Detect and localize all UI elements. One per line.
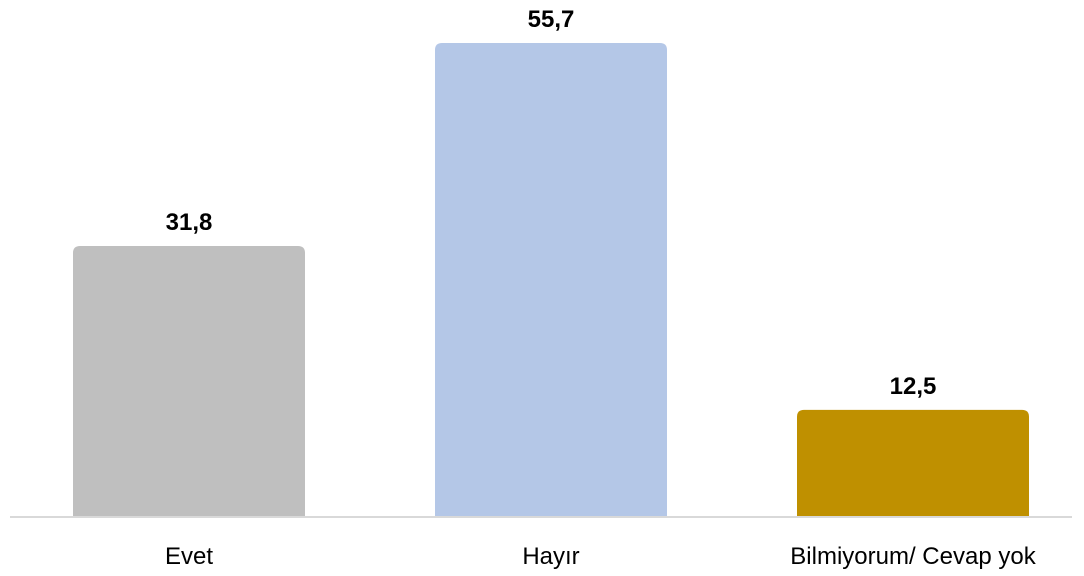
bar-2 — [797, 409, 1029, 516]
category-label-0: Evet — [165, 543, 213, 570]
value-label-0: 31,8 — [166, 209, 213, 236]
bar-1 — [435, 43, 667, 516]
bars-group — [73, 43, 1029, 516]
value-label-2: 12,5 — [890, 373, 937, 400]
value-labels-group: 31,8 55,7 12,5 — [166, 6, 937, 400]
value-label-1: 55,7 — [528, 6, 575, 33]
category-labels-group: Evet Hayır Bilmiyorum/ Cevap yok — [165, 543, 1037, 570]
category-label-2: Bilmiyorum/ Cevap yok — [790, 543, 1036, 570]
bar-0 — [73, 245, 305, 516]
category-label-1: Hayır — [522, 543, 579, 570]
